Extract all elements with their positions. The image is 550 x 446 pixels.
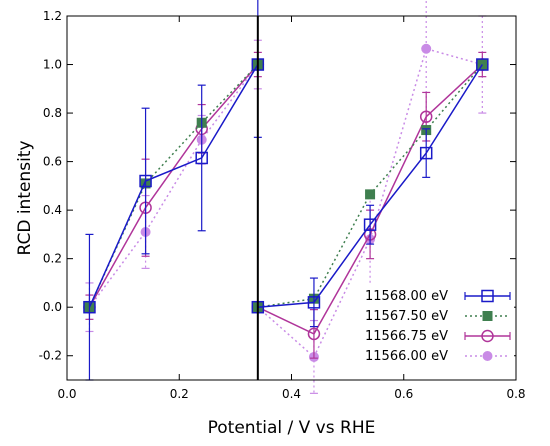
data-point — [307, 296, 321, 309]
y-tick-label: 1.0 — [43, 58, 62, 72]
x-tick-label: 0.2 — [170, 387, 189, 401]
series-line — [88, 64, 259, 308]
legend-label: 11566.75 eV — [365, 329, 448, 344]
legend-label: 11568.00 eV — [365, 289, 448, 304]
data-point — [195, 151, 208, 165]
legend-marker — [481, 329, 494, 343]
data-point — [307, 327, 321, 341]
series-line — [88, 64, 259, 308]
y-tick-label: 0.6 — [43, 155, 62, 169]
legend-label: 11566.00 eV — [365, 349, 448, 364]
x-tick-label: 0.0 — [57, 387, 76, 401]
data-point — [83, 300, 96, 314]
y-tick-label: -0.2 — [39, 349, 62, 363]
x-tick-label: 0.6 — [394, 387, 413, 401]
y-tick-label: 1.2 — [43, 9, 62, 23]
x-tick-label: 0.8 — [506, 387, 525, 401]
data-point — [365, 189, 376, 200]
data-point — [476, 58, 489, 71]
series-line — [88, 64, 259, 308]
axis-ticks: 0.0 0.2 0.4 0.6 0.8 -0.2 0.0 0.2 0.4 0.6 0.8 1.0 1.2 — [39, 9, 526, 401]
y-axis-label: RCD intensity — [15, 140, 35, 255]
series-line — [88, 64, 259, 308]
legend-marker — [481, 289, 494, 303]
x-axis-label: Potential / V vs RHE — [208, 418, 376, 438]
y-tick-label: 0.2 — [43, 252, 62, 266]
legend: 11568.00 eV 11567.50 eV 11566.75 eV 11566.0… — [359, 284, 514, 368]
legend-marker — [482, 311, 493, 321]
y-tick-label: 0.0 — [43, 300, 62, 314]
y-tick-label: 0.8 — [43, 106, 62, 120]
data-point — [419, 110, 433, 123]
data-point — [363, 218, 377, 231]
data-point — [421, 43, 432, 54]
legend-label: 11567.50 eV — [365, 309, 448, 324]
data-point — [139, 174, 152, 188]
legend-marker — [482, 351, 493, 361]
data-point — [419, 146, 433, 160]
y-tick-label: 0.4 — [43, 203, 62, 217]
x-tick-label: 0.4 — [282, 387, 301, 401]
